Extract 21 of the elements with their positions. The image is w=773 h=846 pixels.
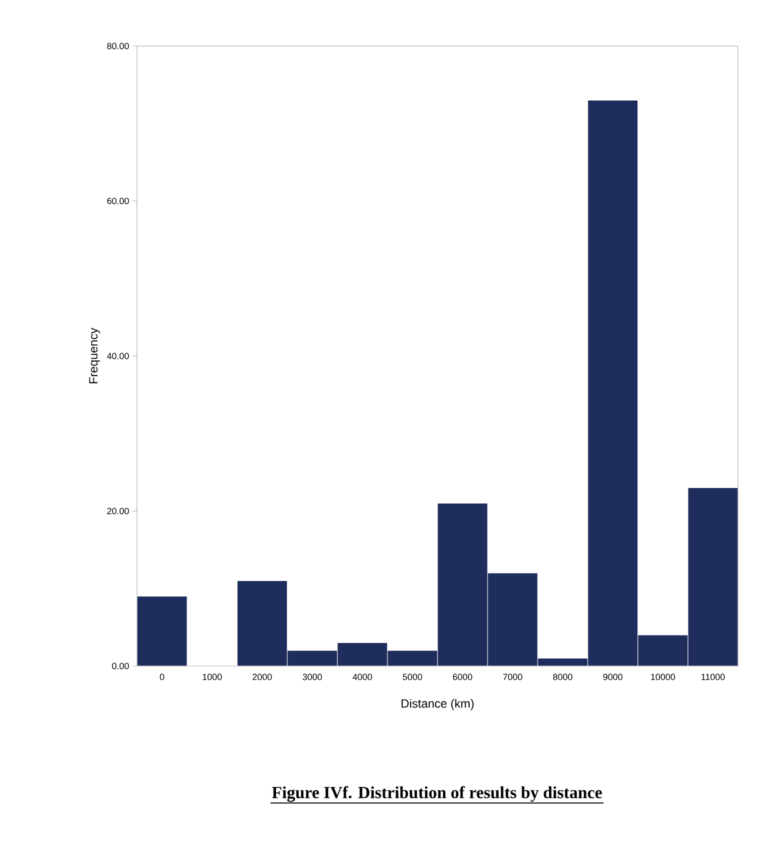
x-tick-label: 6000 <box>453 674 472 680</box>
x-tick-label: 7000 <box>503 674 522 680</box>
x-tick-label: 3000 <box>302 674 322 680</box>
y-tick-label: 80.00 <box>107 42 129 50</box>
x-tick-label: 9000 <box>603 674 622 680</box>
x-tick-label: 10000 <box>651 674 675 680</box>
y-tick-label: 20.00 <box>107 508 129 514</box>
x-tick-label: 4000 <box>352 674 372 680</box>
y-tick-label: 60.00 <box>107 198 129 204</box>
text: Figure IVf. Distribution of results by distance <box>272 786 602 802</box>
bar <box>137 596 188 666</box>
y-tick-label: 0.00 <box>112 662 129 670</box>
x-tick-label: 2000 <box>252 674 272 680</box>
y-axis-title: Frequency <box>89 328 100 384</box>
x-tick-label: 11000 <box>702 674 725 680</box>
y-tick-label: 40.00 <box>106 352 129 360</box>
x-tick-label: 5000 <box>402 674 422 680</box>
x-tick-label: 8000 <box>553 674 572 680</box>
x-tick-label: 1000 <box>202 674 222 680</box>
x-axis-title: Distance (km) <box>402 698 474 710</box>
x-tick-label: 0 <box>160 674 164 680</box>
